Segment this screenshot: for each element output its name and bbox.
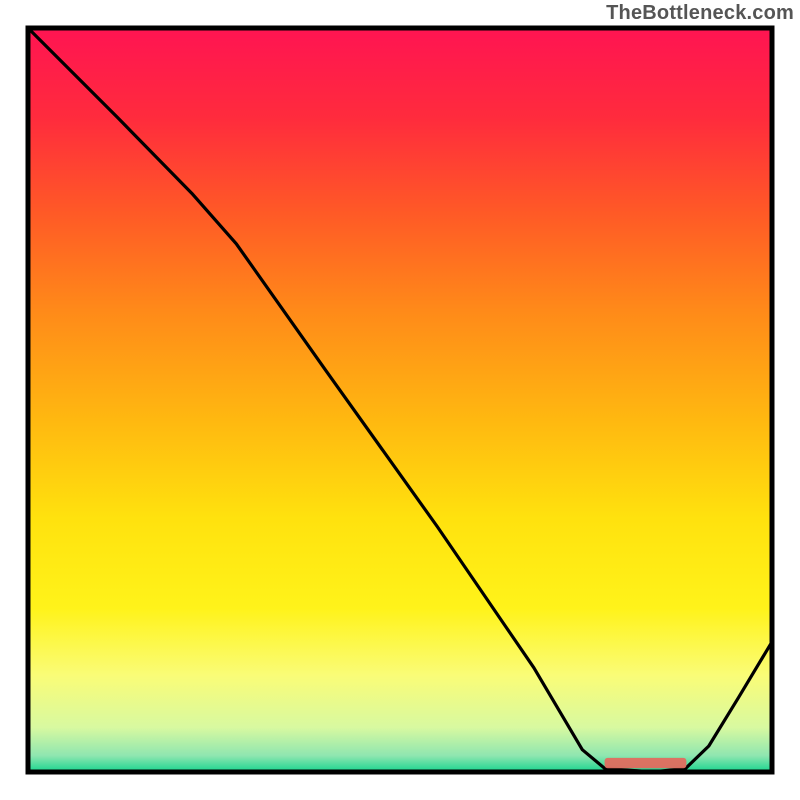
chart-root: TheBottleneck.com bbox=[0, 0, 800, 800]
bottleneck-chart bbox=[0, 0, 800, 800]
watermark-label: TheBottleneck.com bbox=[606, 2, 794, 25]
optimal-marker bbox=[605, 758, 687, 768]
